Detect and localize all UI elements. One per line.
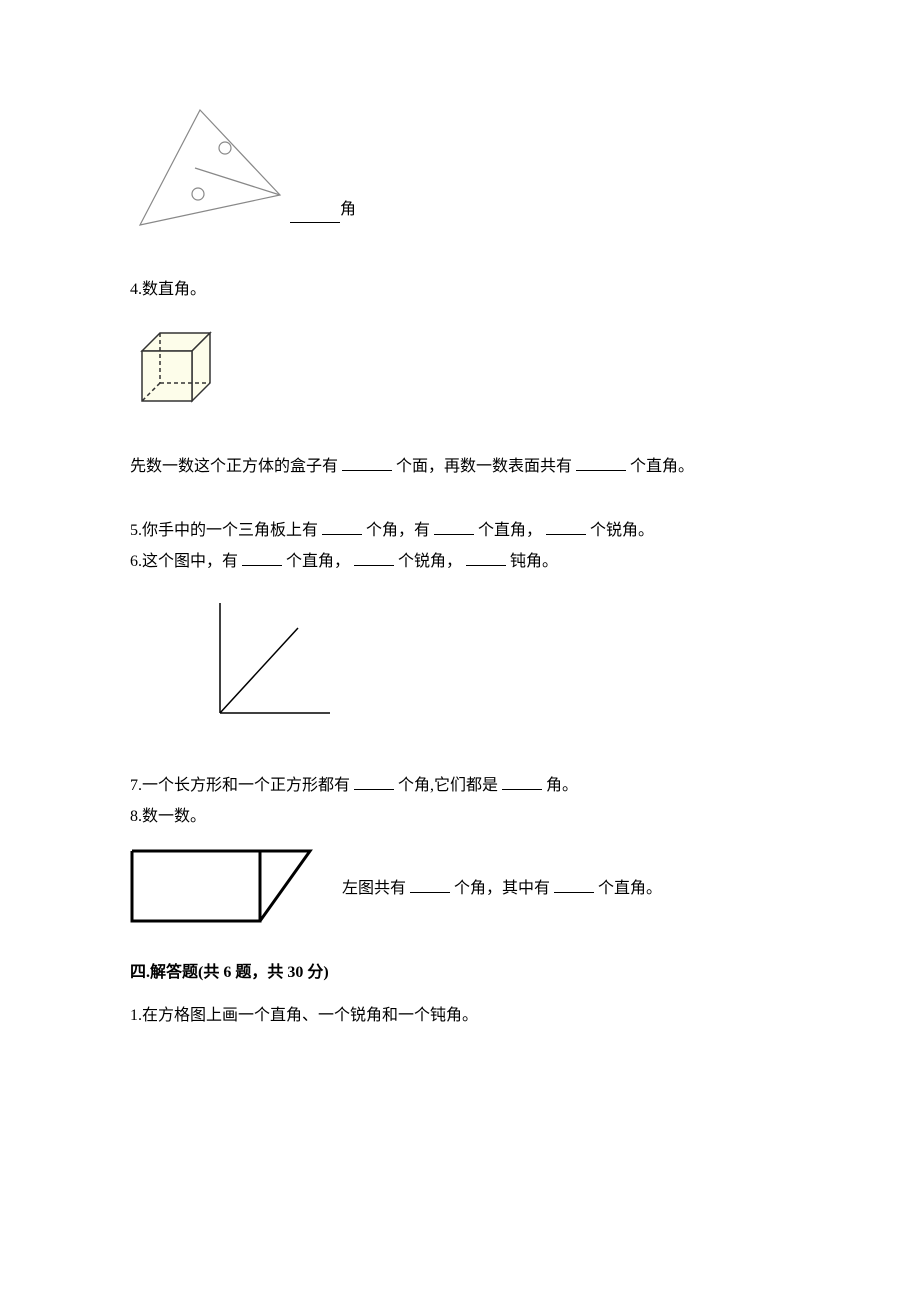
q4-text-a: 先数一数这个正方体的盒子有 <box>130 458 338 475</box>
q8-sentence: 左图共有 个角，其中有 个直角。 <box>342 875 662 902</box>
q4-label: 4.数直角。 <box>130 276 790 303</box>
q7-c: 角。 <box>546 777 578 794</box>
q8-text-a: 左图共有 <box>342 880 406 897</box>
q3-suffix: 角 <box>340 196 356 223</box>
q6-figure-block <box>180 603 790 732</box>
q7-a: 7.一个长方形和一个正方形都有 <box>130 777 350 794</box>
q5-sentence: 5.你手中的一个三角板上有 个角，有 个直角， 个锐角。 <box>130 517 790 544</box>
q7-blank-1[interactable] <box>354 773 394 790</box>
q6-c: 个锐角， <box>398 553 462 570</box>
q8-rect <box>132 851 260 921</box>
q4-text-c: 个直角。 <box>630 458 694 475</box>
q3-pinwheel-figure <box>130 100 290 240</box>
q3-answer-label: 角 <box>290 196 356 223</box>
section4-q1: 1.在方格图上画一个直角、一个锐角和一个钝角。 <box>130 1002 790 1029</box>
q4-figure-block <box>130 321 790 425</box>
q6-diagonal <box>220 628 298 713</box>
q6-d: 钝角。 <box>510 553 558 570</box>
q6-angle-figure <box>180 603 340 723</box>
q6-b: 个直角， <box>286 553 350 570</box>
q5-blank-2[interactable] <box>434 518 474 535</box>
q7-sentence: 7.一个长方形和一个正方形都有 个角,它们都是 角。 <box>130 772 790 799</box>
q8-text-b: 个角，其中有 <box>454 880 550 897</box>
q3-outer-triangle <box>140 110 280 225</box>
q5-d: 个锐角。 <box>590 522 654 539</box>
q3-blank[interactable] <box>290 206 340 223</box>
q8-blank-2[interactable] <box>554 876 594 893</box>
q3-figure-block: 角 <box>130 100 350 240</box>
q8-text-c: 个直角。 <box>598 880 662 897</box>
q8-label: 8.数一数。 <box>130 803 790 830</box>
q6-sentence: 6.这个图中，有 个直角， 个锐角， 钝角。 <box>130 548 790 575</box>
q7-blank-2[interactable] <box>502 773 542 790</box>
q7-b: 个角,它们都是 <box>398 777 498 794</box>
q4-text-b: 个面，再数一数表面共有 <box>396 458 572 475</box>
q5-blank-1[interactable] <box>322 518 362 535</box>
q5-b: 个角，有 <box>366 522 430 539</box>
q8-row: 左图共有 个角，其中有 个直角。 <box>130 849 790 929</box>
q8-blank-1[interactable] <box>410 876 450 893</box>
q4-cube-figure <box>130 321 225 416</box>
section4-title: 四.解答题(共 6 题，共 30 分) <box>130 959 790 986</box>
q6-blank-2[interactable] <box>354 549 394 566</box>
q4-sentence: 先数一数这个正方体的盒子有 个面，再数一数表面共有 个直角。 <box>130 453 790 480</box>
q5-a: 5.你手中的一个三角板上有 <box>130 522 318 539</box>
q8-flap <box>260 851 310 921</box>
q5-blank-3[interactable] <box>546 518 586 535</box>
q6-a: 6.这个图中，有 <box>130 553 238 570</box>
q6-blank-3[interactable] <box>466 549 506 566</box>
q8-figure <box>130 849 320 929</box>
q5-c: 个直角， <box>478 522 542 539</box>
q4-blank-2[interactable] <box>576 454 626 471</box>
q6-blank-1[interactable] <box>242 549 282 566</box>
q4-blank-1[interactable] <box>342 454 392 471</box>
